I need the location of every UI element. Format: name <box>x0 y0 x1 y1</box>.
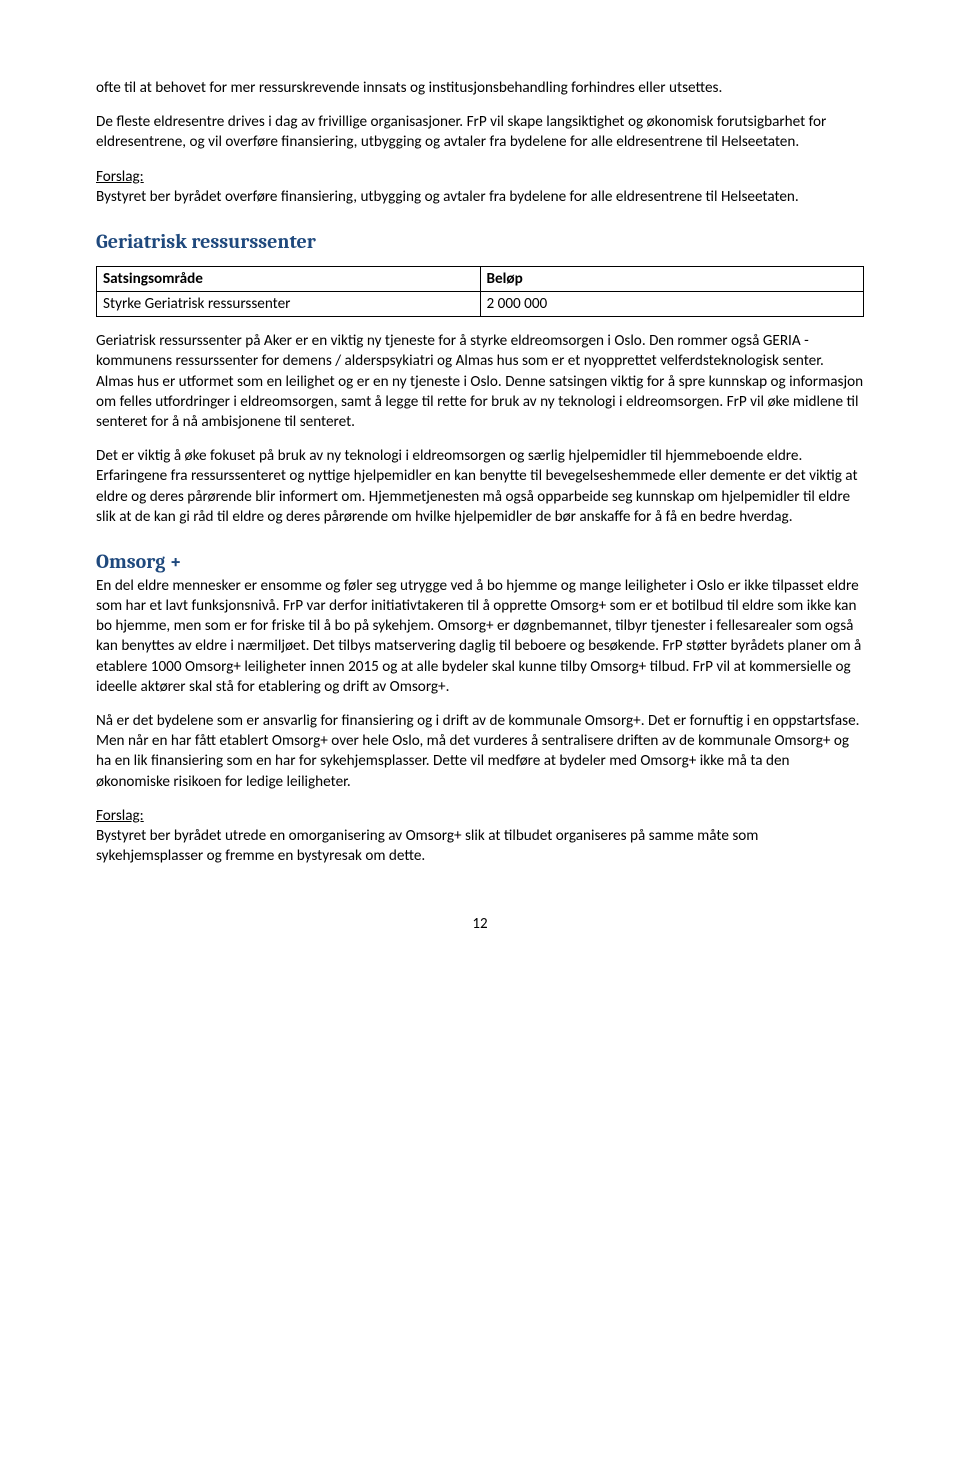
geriatrisk-paragraph-1: Geriatrisk ressurssenter på Aker er en v… <box>96 331 864 432</box>
table-row: Styrke Geriatrisk ressurssenter 2 000 00… <box>97 291 864 316</box>
proposal-label-1: Forslag: <box>96 167 864 187</box>
heading-geriatrisk: Geriatrisk ressurssenter <box>96 229 864 256</box>
intro-paragraph-1: ofte til at behovet for mer ressurskreve… <box>96 78 864 98</box>
table-cell: 2 000 000 <box>480 291 864 316</box>
geriatrisk-table: Satsingsområde Beløp Styrke Geriatrisk r… <box>96 266 864 317</box>
omsorg-paragraph-2: Nå er det bydelene som er ansvarlig for … <box>96 711 864 792</box>
proposal-text-1: Bystyret ber byrådet overføre finansieri… <box>96 187 864 207</box>
proposal-text-2: Bystyret ber byrådet utrede en omorganis… <box>96 826 864 866</box>
table-cell: Styrke Geriatrisk ressurssenter <box>97 291 481 316</box>
heading-omsorg: Omsorg + <box>96 549 864 576</box>
page-number: 12 <box>96 915 864 935</box>
table-header-row: Satsingsområde Beløp <box>97 266 864 291</box>
geriatrisk-paragraph-2: Det er viktig å øke fokuset på bruk av n… <box>96 446 864 527</box>
omsorg-paragraph-1: En del eldre mennesker er ensomme og føl… <box>96 576 864 697</box>
proposal-label-2: Forslag: <box>96 806 864 826</box>
table-header-cell: Satsingsområde <box>97 266 481 291</box>
table-header-cell: Beløp <box>480 266 864 291</box>
intro-paragraph-2: De fleste eldresentre drives i dag av fr… <box>96 112 864 152</box>
